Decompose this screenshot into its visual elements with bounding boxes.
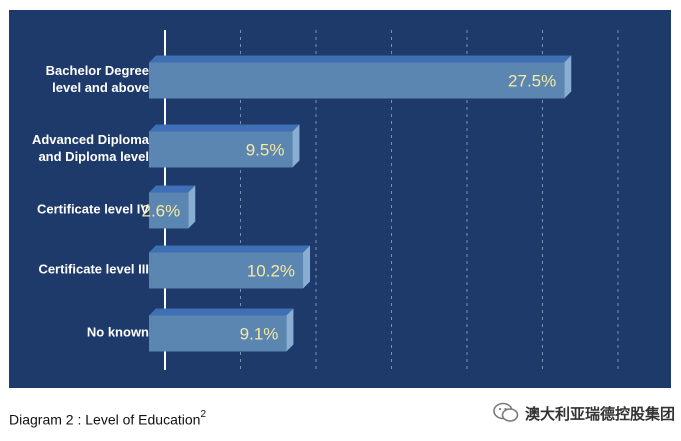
bar-value-label: 2.6% [142,202,181,221]
bar [149,315,287,352]
bar-value-label: 10.2% [247,262,295,281]
bar-side-face [292,124,300,168]
bar [149,192,189,229]
chart-panel: 27.5% 9.5% 2.6% 10.2% 9.1% Bachelor Degree l… [9,10,671,388]
bar [149,62,565,99]
brand-text: 澳大利亚瑞德控股集团 [524,404,675,423]
bar-top-face [149,245,311,253]
category-label: Certificate level III [38,261,149,277]
category-label: Bachelor Degree level and above [45,63,149,95]
bar-value-label: 27.5% [508,72,556,91]
bar-top-face [149,185,196,193]
bar-side-face [564,55,572,99]
bar-side-face [303,245,311,289]
brand-watermark: 澳大利亚瑞德控股集团 [493,402,675,424]
bar-top-face [149,55,572,63]
bar-value-label: 9.5% [246,141,285,160]
caption-superscript: 2 [200,409,207,420]
bar-value-label: 9.1% [240,325,279,344]
category-label: No known [86,324,149,340]
bar-side-face [286,308,294,352]
caption-text: Diagram 2 : Level of Education [9,411,201,428]
bar [149,131,293,168]
bar-top-face [149,308,294,316]
wechat-icon [493,402,519,422]
bar [149,252,304,289]
chart-caption: Diagram 2 : Level of Education2 [9,409,207,428]
bar-top-face [149,124,300,132]
bar-chart: 27.5% 9.5% 2.6% 10.2% 9.1% [142,30,619,370]
category-label: Certificate level IV [37,201,149,217]
category-label: Advanced Diploma and Diploma level [31,132,149,164]
bar-side-face [188,185,196,229]
